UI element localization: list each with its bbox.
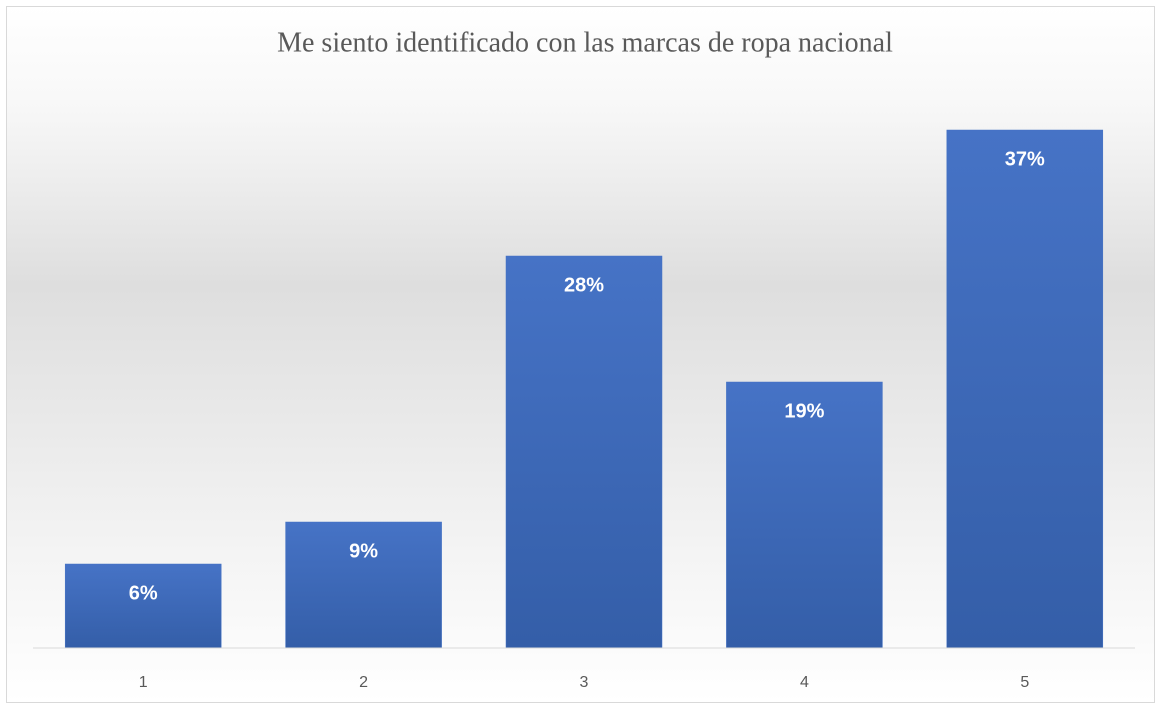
chart-title: Me siento identificado con las marcas de… bbox=[277, 27, 893, 58]
x-tick-label: 3 bbox=[580, 674, 589, 691]
x-tick-label: 4 bbox=[800, 674, 809, 691]
data-label: 9% bbox=[349, 540, 378, 562]
x-tick-label: 2 bbox=[359, 674, 368, 691]
bar bbox=[726, 381, 883, 649]
data-label: 6% bbox=[129, 582, 158, 604]
bar bbox=[64, 563, 222, 649]
x-tick-label: 1 bbox=[139, 674, 148, 691]
bar bbox=[285, 521, 442, 649]
data-label: 19% bbox=[784, 400, 824, 422]
x-tick-label: 5 bbox=[1020, 674, 1029, 691]
data-label: 37% bbox=[1005, 148, 1045, 170]
bar bbox=[505, 255, 663, 649]
data-label: 28% bbox=[564, 274, 604, 296]
bar bbox=[946, 129, 1104, 649]
